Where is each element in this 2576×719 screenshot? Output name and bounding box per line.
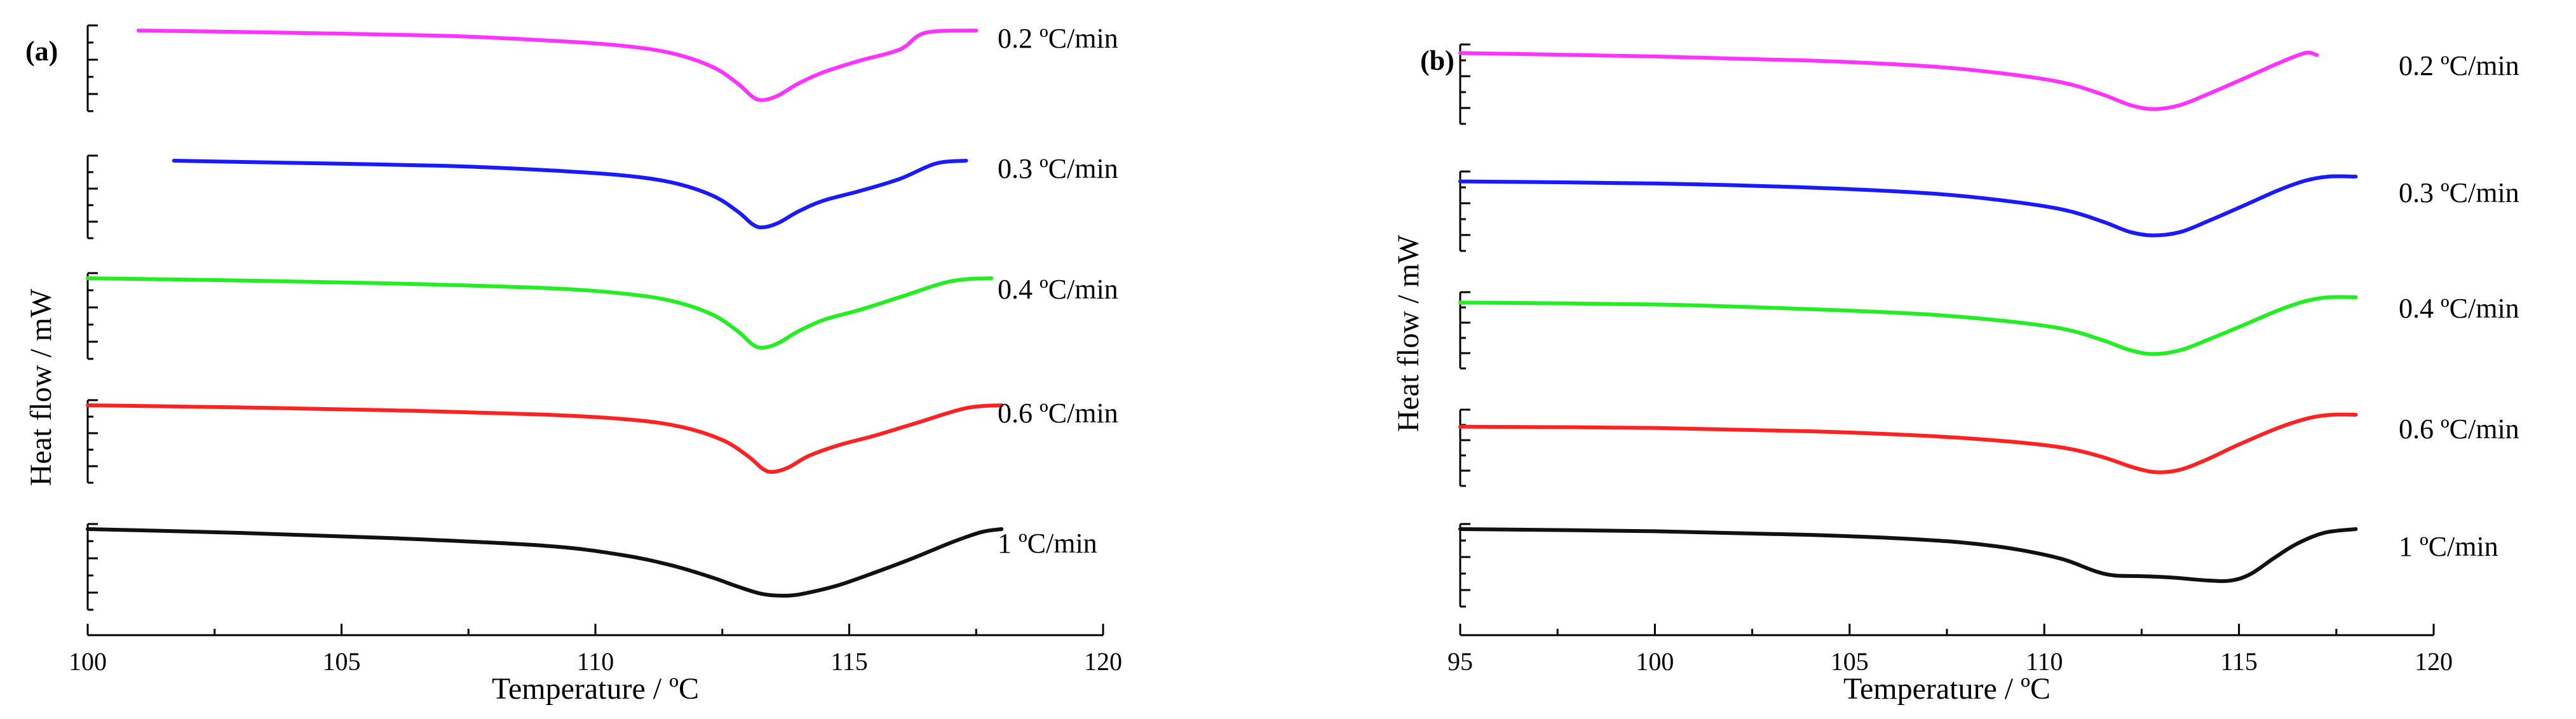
x-tick-label: 105 — [323, 647, 361, 676]
series-line — [1458, 295, 2358, 356]
x-tick-label: 100 — [69, 647, 107, 676]
x-tick-label: 115 — [830, 647, 868, 676]
x-tick-label: 115 — [2220, 647, 2258, 676]
series-label: 0.6 ºC/min — [998, 398, 1118, 429]
series-label: 0.2 ºC/min — [998, 23, 1118, 54]
series-label: 0.3 ºC/min — [2399, 177, 2519, 208]
x-tick-label: 105 — [1831, 647, 1869, 676]
series-line — [1458, 50, 2319, 111]
x-axis-title: Temperature / ºC — [1843, 672, 2051, 706]
series-label: 0.2 ºC/min — [2399, 50, 2519, 81]
series-line — [172, 159, 968, 229]
x-axis-title: Temperature / ºC — [492, 672, 699, 706]
series-line — [1458, 527, 2358, 583]
series-line — [1458, 412, 2358, 474]
x-tick-label: 95 — [1447, 647, 1473, 676]
series-label: 0.4 ºC/min — [998, 274, 1118, 305]
series-label: 1 ºC/min — [2399, 531, 2498, 562]
series-line — [86, 403, 1004, 474]
panel-label: (b) — [1420, 45, 1454, 76]
x-tick-label: 120 — [1084, 647, 1122, 676]
y-axis-title: Heat flow / mW — [24, 288, 58, 486]
series-label: 0.6 ºC/min — [2399, 413, 2519, 445]
x-tick-label: 100 — [1636, 647, 1674, 676]
x-tick-label: 110 — [577, 647, 614, 676]
series-label: 0.3 ºC/min — [998, 153, 1118, 184]
x-tick-label: 110 — [2026, 647, 2063, 676]
x-tick-label: 120 — [2415, 647, 2453, 676]
series-line — [136, 29, 979, 102]
series-line — [86, 276, 994, 350]
panel-label: (a) — [25, 36, 58, 67]
series-label: 0.4 ºC/min — [2399, 293, 2519, 324]
series-line — [1458, 174, 2358, 238]
y-axis-title: Heat flow / mW — [1392, 234, 1425, 432]
series-line — [86, 527, 1004, 598]
series-label: 1 ºC/min — [998, 528, 1097, 559]
